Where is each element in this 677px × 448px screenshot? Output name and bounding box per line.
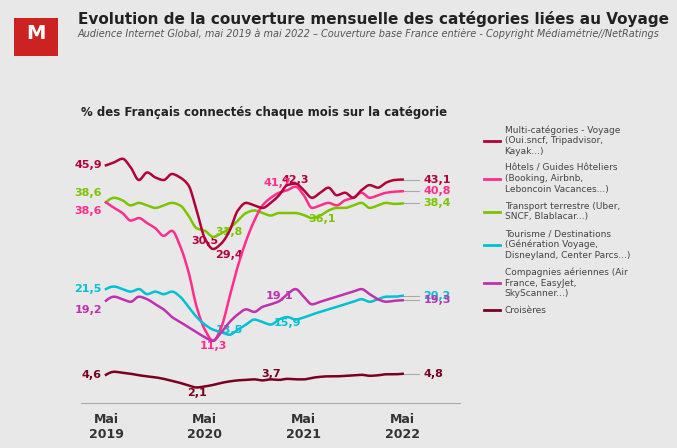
Polygon shape <box>27 53 45 62</box>
Text: Evolution de la couverture mensuelle des catégories liées au Voyage: Evolution de la couverture mensuelle des… <box>78 11 669 27</box>
Text: 42,3: 42,3 <box>282 175 309 185</box>
Text: 19,2: 19,2 <box>74 305 102 315</box>
Text: 38,6: 38,6 <box>74 207 102 216</box>
Text: 4,8: 4,8 <box>423 369 443 379</box>
Text: 30,5: 30,5 <box>192 236 219 246</box>
Text: % des Français connectés chaque mois sur la catégorie: % des Français connectés chaque mois sur… <box>81 106 447 119</box>
Text: 3,7: 3,7 <box>261 369 280 379</box>
Text: 20,2: 20,2 <box>423 291 451 301</box>
Text: 45,9: 45,9 <box>74 160 102 170</box>
Text: 2,1: 2,1 <box>187 388 206 397</box>
Text: 11,3: 11,3 <box>200 341 227 351</box>
Text: 4,6: 4,6 <box>82 370 102 380</box>
Text: 13,5: 13,5 <box>215 325 243 335</box>
Text: 31,8: 31,8 <box>215 227 243 237</box>
Text: M: M <box>26 24 45 43</box>
Text: 40,8: 40,8 <box>423 186 451 196</box>
Text: 19,1: 19,1 <box>265 291 293 301</box>
FancyBboxPatch shape <box>12 17 59 57</box>
Text: 36,1: 36,1 <box>308 214 335 224</box>
Legend: Multi-catégories - Voyage
(Oui.sncf, Tripadvisor,
Kayak...), Hôtels / Guides Hôt: Multi-catégories - Voyage (Oui.sncf, Tri… <box>484 125 630 315</box>
Text: 15,9: 15,9 <box>274 318 301 327</box>
Text: 43,1: 43,1 <box>423 175 451 185</box>
Text: Audience Internet Global, mai 2019 à mai 2022 – Couverture base France entière -: Audience Internet Global, mai 2019 à mai… <box>78 29 659 39</box>
Text: 19,3: 19,3 <box>423 295 451 305</box>
Text: 38,4: 38,4 <box>423 198 451 208</box>
Text: 38,6: 38,6 <box>74 188 102 198</box>
Text: 41,7: 41,7 <box>264 177 291 188</box>
Text: 29,4: 29,4 <box>215 250 243 260</box>
Text: 21,5: 21,5 <box>74 284 102 294</box>
